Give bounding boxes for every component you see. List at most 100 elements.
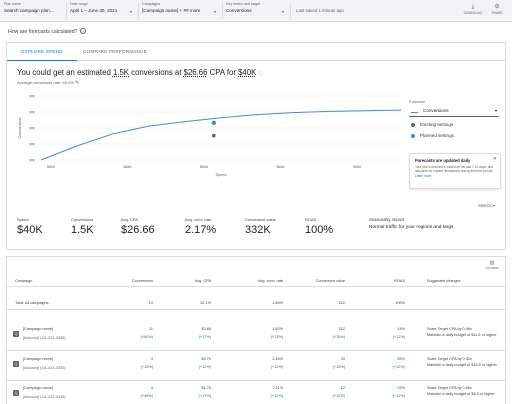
row-rate: 1.62% (272, 327, 283, 331)
row-rate: 2.11% (272, 386, 283, 390)
seasonality-impact: Seasonality impact Normal traffic for yo… (369, 217, 453, 230)
legend-planned-label: Planned settings (420, 133, 454, 138)
row-value-delta: (+12%) (332, 365, 345, 369)
row-roas: 22% (397, 386, 405, 390)
row-rate-delta: (+12%) (270, 394, 283, 398)
stat-avg-cpa: Avg. CPA $26.66 (121, 217, 155, 236)
columns-icon: ▥ (489, 260, 495, 266)
campaigns-value: [Campaign name] + ## more (142, 8, 201, 13)
table-row[interactable]: Q [Campaign name] [Account] (111-222-3333)… (7, 323, 505, 351)
row-rate-delta: (+13%) (270, 335, 283, 339)
metrics-dropdown[interactable]: Metrics ▾ (478, 203, 495, 208)
plan-name-label: Plan name (4, 2, 22, 6)
account-name: [Account] (111-222-3333) (23, 395, 66, 399)
seasonality-label: Seasonality impact (369, 217, 405, 222)
total-cpa: 32.1% (200, 301, 211, 305)
x-tick-label: $### (47, 165, 55, 169)
download-icon: ⤓ (471, 4, 475, 10)
stat-avg-conv-rate: Avg. conv. rate 2.17% (185, 217, 216, 236)
key-metric-field[interactable]: Key metric and target Conversions ▾ (226, 2, 286, 19)
chevron-down-icon: ▾ (129, 9, 132, 14)
avg-conv-rate-line: Average conversion rate: ##.#% ✎ (17, 80, 79, 86)
table-row[interactable]: Q [Campaign name] [Account] (111-222-3333)… (7, 382, 505, 404)
row-roas-delta: (+12%) (392, 335, 405, 339)
campaigns-field[interactable]: Campaigns [Campaign name] + ## more ▾ (142, 2, 218, 19)
search-campaign-icon: Q (13, 361, 19, 367)
row-cpa-delta: (+17%) (198, 394, 211, 398)
campaign-table: ▥ COLUMNS Campaign Conversions Avg. CPA … (6, 256, 506, 404)
y-tick-label: ### (29, 127, 35, 131)
search-campaign-icon: Q (13, 390, 19, 396)
help-icon: ? (79, 28, 86, 34)
how-forecast-link[interactable]: How are forecasts calculated?? (8, 28, 86, 35)
campaign-name[interactable]: [Campaign name] (23, 327, 53, 331)
suggestion-budget: Maintain a daily budget of $16.6 or high… (427, 363, 497, 367)
stat-conversion-value: Conversion value 332K (245, 217, 276, 236)
suggestion-budget: Maintain a daily budget of $11.6 or high… (427, 333, 497, 337)
y-tick-label: ### (29, 159, 35, 163)
row-conversions: 4 (150, 386, 153, 390)
row-conversions: 4 (150, 357, 153, 361)
forecast-card: EXPLORE SPEND COMPARE PERFORMANCE You co… (6, 42, 506, 250)
total-label: Total: All campaigns (15, 301, 49, 305)
edit-icon[interactable]: ✎ (74, 80, 80, 86)
chevron-down-icon: ▾ (494, 108, 497, 113)
forecast-legend-title: Forecast (409, 99, 425, 104)
row-cpa: $2.75 (201, 357, 211, 361)
tab-compare-performance[interactable]: COMPARE PERFORMANCE (83, 49, 147, 54)
columns-button[interactable]: ▥ COLUMNS (485, 260, 499, 270)
stat-value: $40K (17, 224, 43, 236)
forecast-metric-select[interactable]: Conversions ▾ (409, 107, 499, 117)
row-cpa: $2.65 (201, 327, 211, 331)
tab-explore-spend[interactable]: EXPLORE SPEND (7, 43, 77, 61)
account-name: [Account] (111-222-3333) (23, 366, 66, 370)
forecast-select-value: Conversions (423, 108, 449, 113)
campaign-name[interactable]: [Campaign name] (23, 357, 53, 361)
learn-more-link[interactable]: Learn more (415, 173, 432, 178)
tab-bar: EXPLORE SPEND COMPARE PERFORMANCE (7, 43, 505, 61)
headline-mid2: CPA for (207, 68, 239, 77)
x-tick-label: $### (124, 165, 132, 169)
header-avg-conv-rate[interactable]: Avg. conv. rate (258, 279, 283, 283)
top-bar: Plan name Search campaign plan... Date r… (0, 0, 512, 22)
x-tick-label: $### (353, 165, 361, 169)
conversions-series-line (40, 109, 402, 161)
header-conversions[interactable]: Conversions (131, 279, 153, 283)
share-button[interactable]: ⊘ SHARE (486, 3, 508, 19)
account-name: [Account] (111-222-3333) (23, 336, 66, 340)
suggestion-budget: Maintain a daily budget of $6.6 or highe… (427, 392, 495, 396)
header-conversion-value[interactable]: Conversion value (315, 279, 345, 283)
divider (138, 3, 139, 18)
row-cpa-delta: (+12%) (198, 365, 211, 369)
date-range-field[interactable]: Date range April 1 – June 30, 2021 ▾ (70, 2, 134, 19)
close-icon[interactable]: ✕ (492, 156, 497, 162)
info-box-text: Your plan's forecast is based on the las… (415, 165, 494, 174)
stat-label: ROAS (305, 217, 317, 222)
header-campaign[interactable]: Campaign (15, 279, 33, 283)
headline-spend: $40K (238, 68, 257, 77)
divider (222, 3, 223, 18)
share-icon: ⊘ (494, 4, 500, 10)
table-row[interactable]: Q [Campaign name] [Account] (111-222-3333)… (7, 353, 505, 381)
header-avg-cpa[interactable]: Avg. CPA (194, 279, 211, 283)
stat-label: Conversion value (245, 217, 276, 222)
download-button[interactable]: ⤓ DOWNLOAD (462, 3, 484, 19)
campaign-name[interactable]: [Campaign name] (23, 386, 53, 390)
row-roas-delta: (+12%) (392, 394, 405, 398)
row-conversions-delta: (+45%) (140, 394, 153, 398)
header-roas[interactable]: ROAS (394, 279, 405, 283)
forecast-info-box: Forecasts are updated daily ✕ Your plan'… (409, 153, 501, 189)
row-value: 33 (340, 357, 345, 361)
metrics-label: Metrics (478, 203, 492, 208)
y-tick-label: ### (29, 95, 35, 99)
key-metric-label: Key metric and target (226, 2, 261, 6)
plan-name-field[interactable]: Plan name Search campaign plan... (4, 2, 62, 19)
info-icon[interactable]: ⓘ (258, 71, 264, 77)
row-roas-delta: (+12%) (392, 365, 405, 369)
row-rate-delta: (+12%) (270, 365, 283, 369)
x-tick-label: $### (200, 165, 208, 169)
forecast-chart-svg[interactable]: ### ### ### ### ### $### $### $### $### $### Conve… (11, 88, 407, 188)
total-conversions: 19 (148, 301, 153, 305)
total-value: 222 (338, 301, 345, 305)
stat-label: Avg. CPA (121, 217, 138, 222)
